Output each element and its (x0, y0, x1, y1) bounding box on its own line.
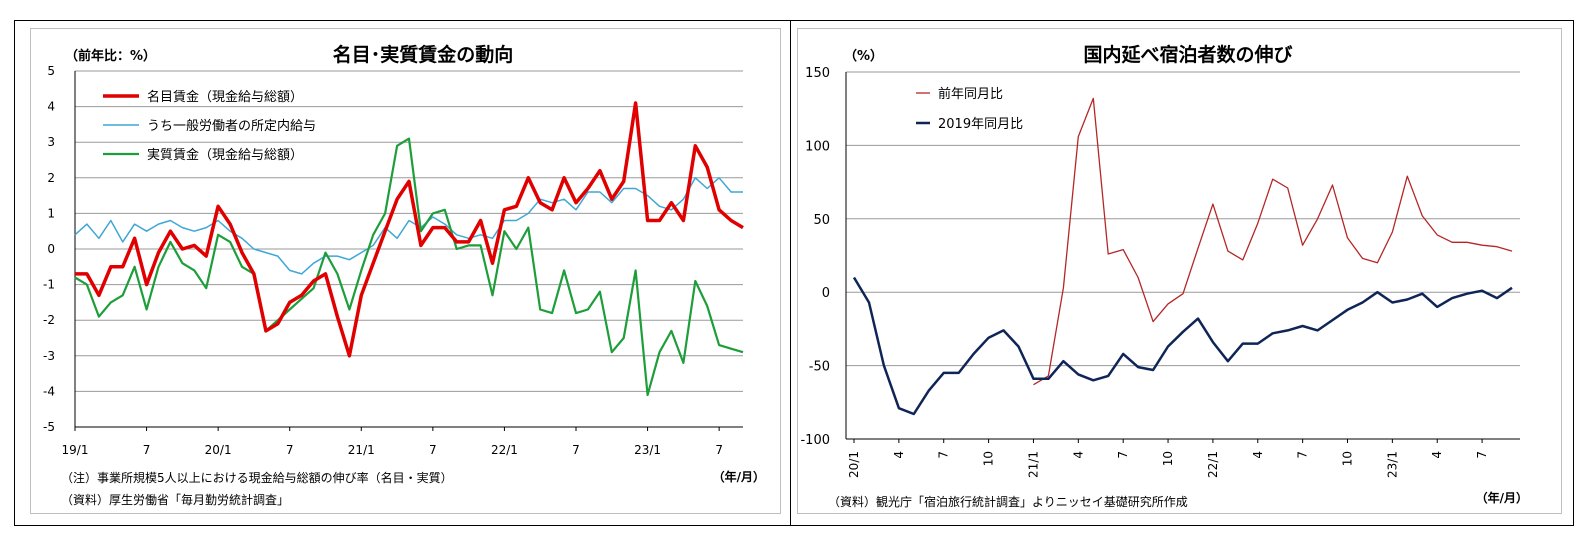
wage-y-tick-label: 2 (47, 171, 55, 185)
wage-chart-period-label: （年/月） (713, 469, 765, 484)
lodging-legend-label-vs2019: 2019年同月比 (938, 117, 1023, 132)
lodging-x-tick-label: 4 (1071, 451, 1085, 459)
lodging-chart-source: （資料）観光庁「宿泊旅行統計調査」よりニッセイ基礎研究所作成 (828, 495, 1188, 509)
lodging-x-tick-label: 4 (1430, 451, 1444, 459)
wage-chart: （前年比：%） 名目･実質賃金の動向 5 4 3 2 1 0 -1 -2 -3 -4 -5 19/1 7… (43, 43, 765, 484)
wage-series-line-real (74, 137, 744, 397)
lodging-y-tick-label: 100 (805, 139, 830, 154)
lodging-x-tick-label: 10 (1341, 451, 1355, 466)
lodging-x-tick-label: 4 (892, 451, 906, 459)
lodging-y-tick-label: 150 (805, 66, 830, 81)
wage-y-tick-label: -4 (43, 384, 55, 398)
wage-y-tick-label: -5 (43, 420, 55, 434)
wage-legend-label-nominal: 名目賃金（現金給与総額） (147, 89, 303, 105)
wage-y-tick-label: 5 (47, 64, 55, 78)
lodging-chart-period-label: （年/月） (1476, 490, 1528, 505)
lodging-x-tick-label: 21/1 (1026, 451, 1040, 478)
lodging-x-tick-label: 7 (937, 451, 951, 459)
wage-x-tick-label: 7 (715, 443, 723, 457)
wage-legend-label-scheduled: うち一般労働者の所定内給与 (147, 118, 316, 134)
lodging-chart-title: 国内延べ宿泊者数の伸び (1083, 43, 1292, 66)
wage-x-tick-label: 7 (286, 443, 294, 457)
wage-series-line-scheduled (74, 177, 743, 275)
lodging-x-tick-label: 4 (1251, 451, 1265, 459)
lodging-series-line-vs2019 (852, 276, 1513, 416)
panel-divider (790, 20, 791, 526)
lodging-x-tick-label: 20/1 (847, 451, 861, 478)
wage-chart-unit-label: （前年比：%） (65, 48, 156, 64)
lodging-x-tick-label: 7 (1116, 451, 1130, 459)
wage-y-tick-label: 4 (47, 100, 55, 114)
wage-y-tick-label: -3 (43, 349, 55, 363)
wage-x-tick-label: 7 (143, 443, 151, 457)
wage-y-tick-label: 1 (47, 206, 55, 220)
wage-x-tick-label: 19/1 (62, 443, 89, 457)
lodging-x-tick-label: 23/1 (1385, 451, 1399, 478)
wage-chart-panel: （前年比：%） 名目･実質賃金の動向 5 4 3 2 1 0 -1 -2 -3 -4 -5 19/1 7… (30, 28, 781, 514)
lodging-y-tick-label: -100 (800, 433, 830, 448)
wage-y-tick-label: 3 (47, 135, 55, 149)
wage-legend-label-real: 実質賃金（現金給与総額） (147, 147, 303, 163)
wage-chart-source: （資料）厚生労働省「毎月勤労統計調査」 (61, 493, 290, 507)
wage-x-tick-label: 22/1 (491, 443, 518, 457)
lodging-y-tick-label: -50 (809, 360, 830, 375)
wage-series-line-nominal (75, 101, 744, 358)
wage-y-tick-label: -1 (43, 278, 55, 292)
wage-x-tick-label: 23/1 (634, 443, 661, 457)
lodging-x-tick-label: 7 (1296, 451, 1310, 459)
lodging-x-tick-label: 7 (1475, 451, 1489, 459)
lodging-x-tick-label: 22/1 (1206, 451, 1220, 478)
lodging-chart: （%） 国内延べ宿泊者数の伸び 150 100 50 0 -50 -100 20/1 4 7 10… (800, 43, 1528, 505)
lodging-chart-unit-label: （%） (844, 48, 883, 64)
wage-chart-title: 名目･実質賃金の動向 (333, 43, 514, 66)
wage-x-tick-label: 7 (429, 443, 437, 457)
lodging-chart-panel: （%） 国内延べ宿泊者数の伸び 150 100 50 0 -50 -100 20/1 4 7 10… (797, 28, 1562, 514)
lodging-y-tick-label: 0 (822, 286, 830, 301)
wage-x-tick-label: 7 (572, 443, 580, 457)
wage-x-tick-label: 21/1 (348, 443, 375, 457)
lodging-legend-label-yoy: 前年同月比 (938, 86, 1003, 102)
wage-y-tick-label: 0 (47, 242, 55, 256)
wage-x-tick-label: 20/1 (205, 443, 232, 457)
lodging-series-line-yoy (1033, 97, 1513, 386)
lodging-x-tick-label: 10 (982, 451, 996, 466)
figure-frame (14, 20, 1574, 526)
wage-y-tick-label: -2 (43, 313, 55, 327)
lodging-y-tick-label: 50 (813, 213, 830, 228)
wage-chart-note: （注）事業所規模5人以上における現金給与総額の伸び率（名目・実質） (61, 471, 453, 485)
lodging-x-tick-label: 10 (1161, 451, 1175, 466)
